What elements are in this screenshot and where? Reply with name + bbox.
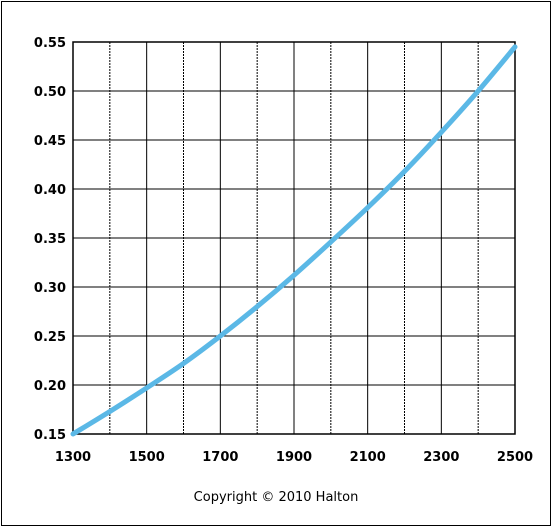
x-tick-label: 2500 — [497, 450, 533, 465]
copyright-text: Copyright © 2010 Halton — [193, 490, 359, 505]
y-tick-label: 0.55 — [34, 36, 66, 51]
y-tick-label: 0.45 — [34, 134, 66, 149]
y-axis: 0.15 0.20 0.25 0.30 0.35 0.40 0.45 0.50 0.55 — [34, 36, 66, 443]
y-tick-label: 0.50 — [34, 85, 66, 100]
x-tick-label: 1700 — [202, 450, 238, 465]
y-tick-label: 0.15 — [34, 428, 66, 443]
x-tick-label: 1900 — [276, 450, 312, 465]
y-tick-label: 0.20 — [34, 379, 66, 394]
grid — [72, 41, 516, 435]
x-tick-label: 1500 — [129, 450, 165, 465]
y-tick-label: 0.30 — [34, 281, 66, 296]
series-group — [70, 44, 518, 437]
x-tick-label: 2300 — [423, 450, 459, 465]
x-tick-label: 2100 — [350, 450, 386, 465]
series-line — [70, 44, 518, 437]
y-tick-label: 0.40 — [34, 183, 66, 198]
plot-area-border — [72, 41, 516, 435]
y-tick-label: 0.25 — [34, 330, 66, 345]
x-axis: 1300 1500 1700 1900 2100 2300 2500 — [55, 450, 533, 465]
y-tick-label: 0.35 — [34, 232, 66, 247]
x-tick-label: 1300 — [55, 450, 91, 465]
